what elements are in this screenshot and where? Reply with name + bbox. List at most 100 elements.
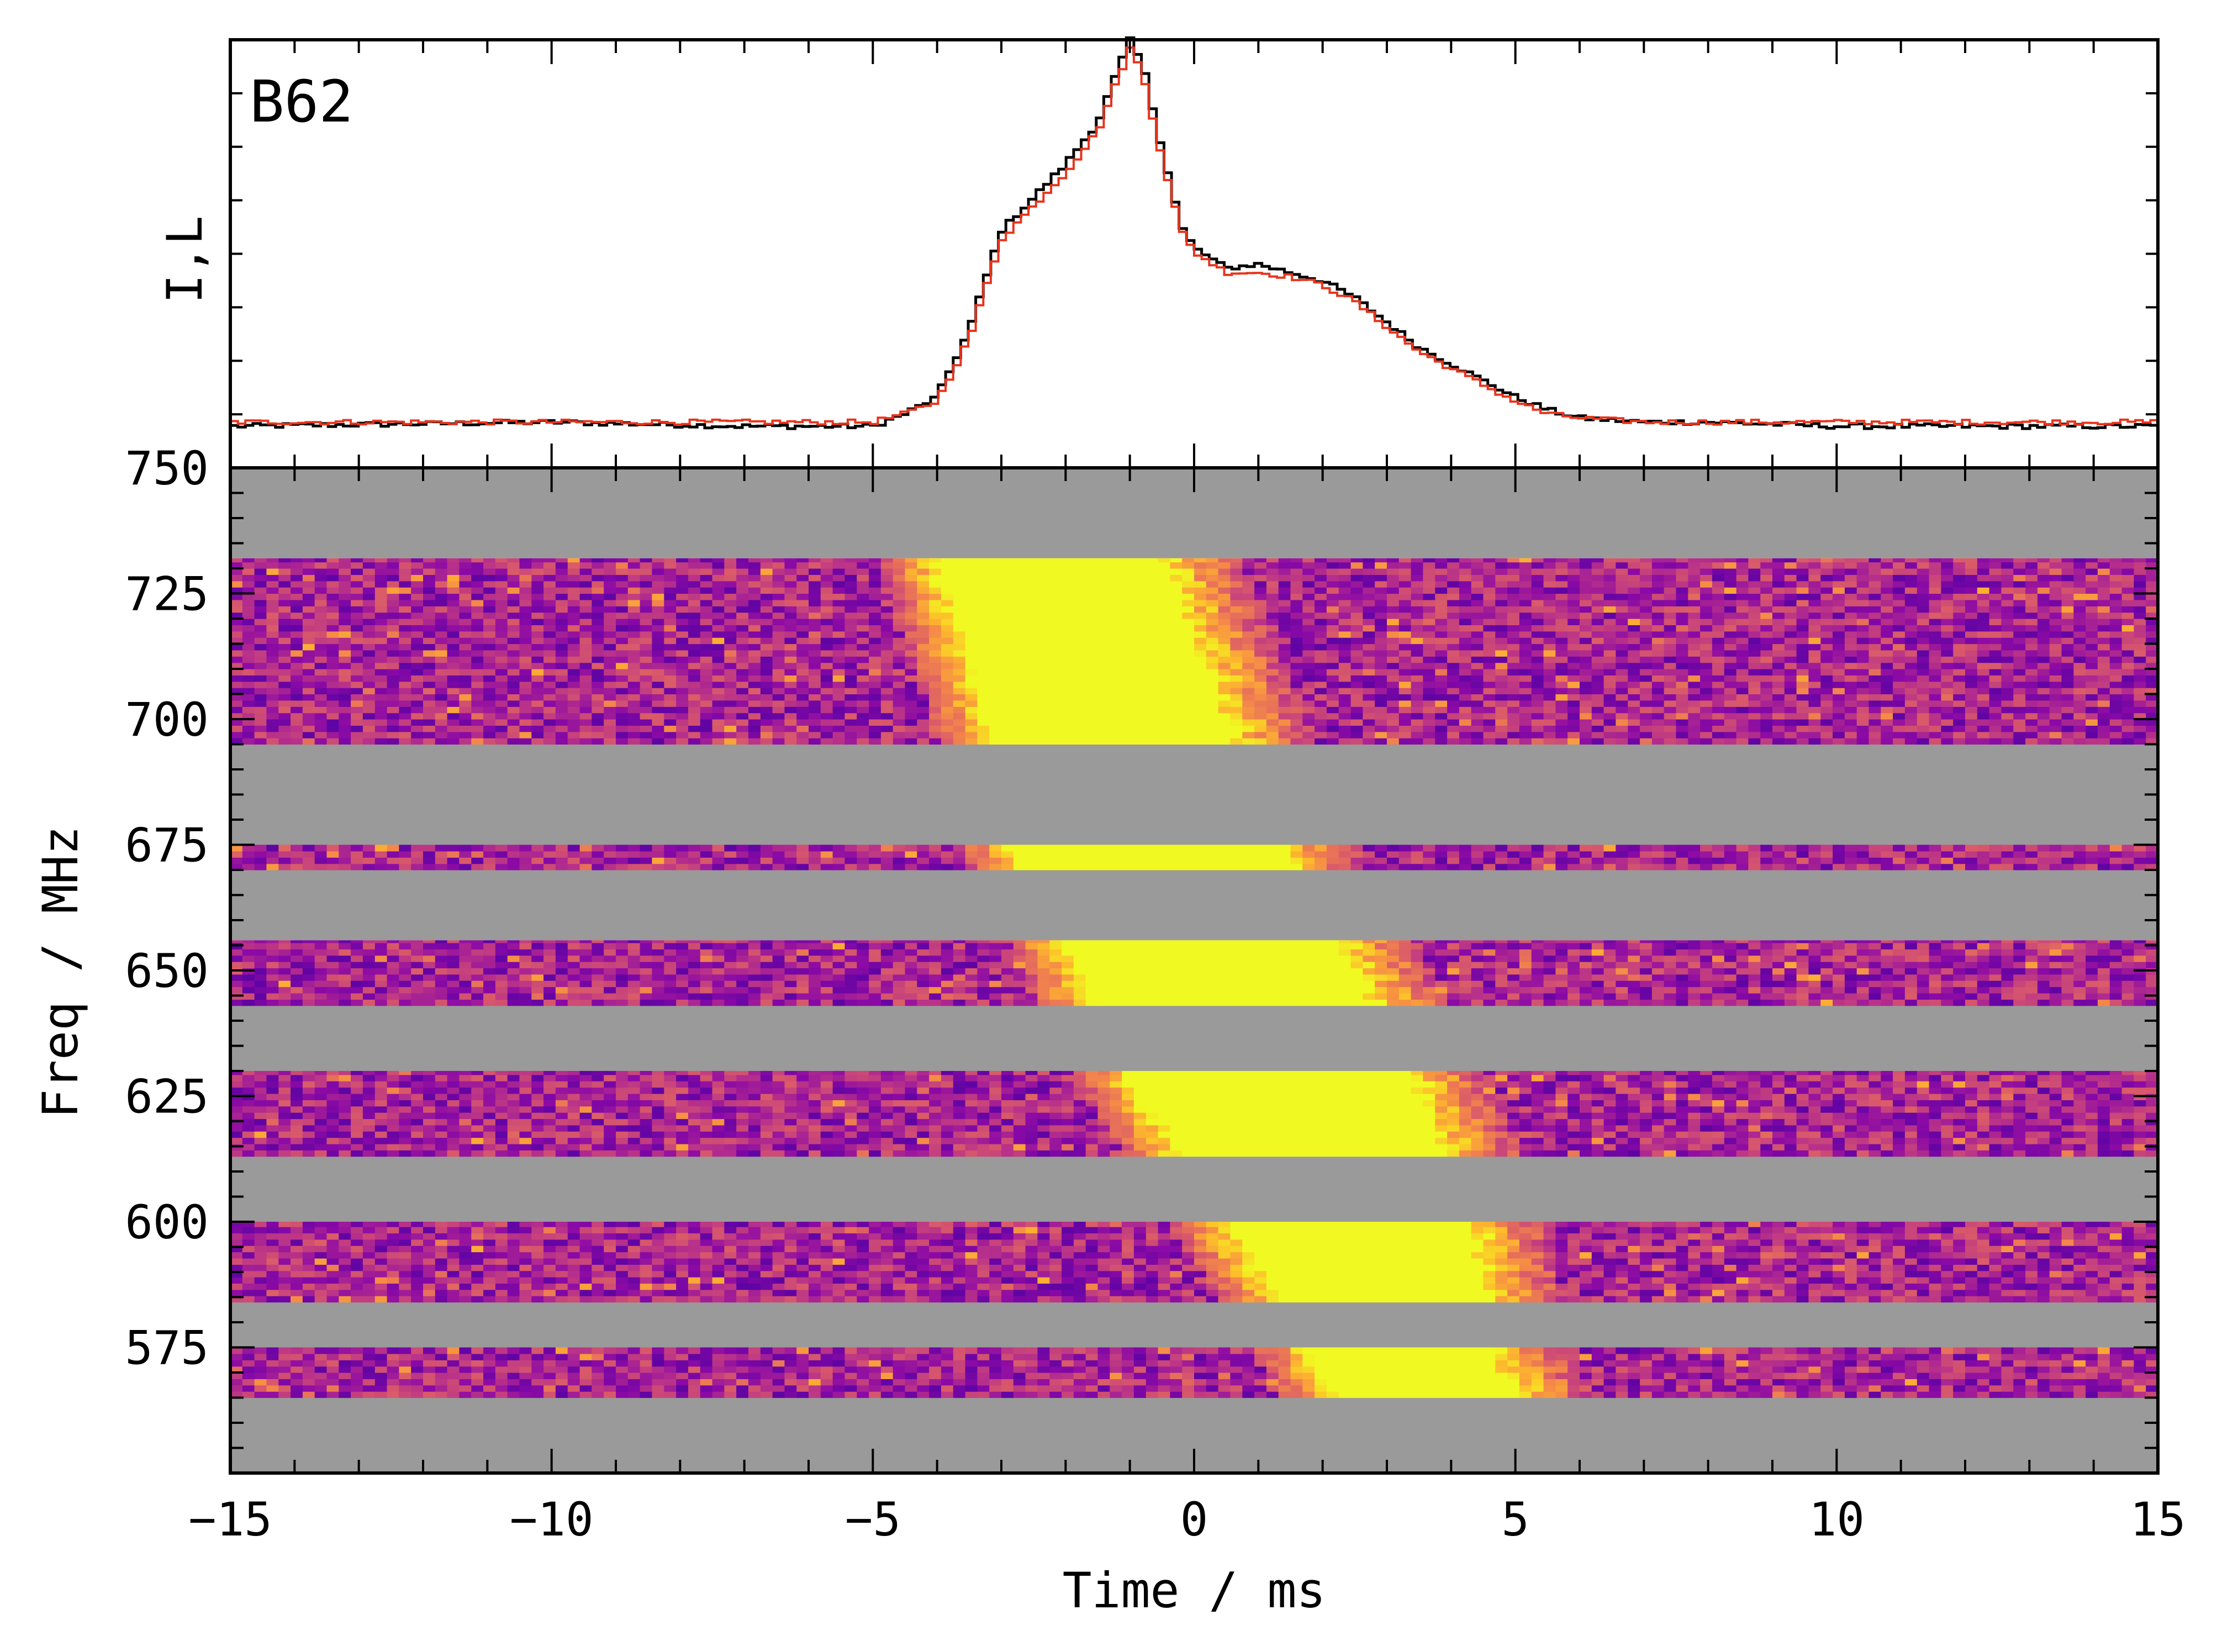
heatmap-cell xyxy=(1242,587,1255,594)
heatmap-cell xyxy=(254,574,267,582)
heatmap-cell xyxy=(1363,681,1375,688)
heatmap-cell xyxy=(2109,706,2123,714)
heatmap-cell xyxy=(1543,587,1556,594)
heatmap-cell xyxy=(1387,599,1400,606)
heatmap-cell xyxy=(1591,580,1604,588)
heatmap-cell xyxy=(1881,625,1893,632)
heatmap-cell xyxy=(2001,700,2014,707)
heatmap-cell xyxy=(1760,593,1773,600)
heatmap-cell xyxy=(1387,619,1400,625)
heatmap-cell xyxy=(1459,650,1472,657)
heatmap-cell xyxy=(1097,731,1110,738)
heatmap-cell xyxy=(1941,643,1954,651)
heatmap-cell xyxy=(1591,675,1604,682)
heatmap-cell xyxy=(1904,656,1918,663)
heatmap-cell xyxy=(1881,712,1893,720)
heatmap-cell xyxy=(411,681,424,688)
heatmap-cell xyxy=(1097,675,1110,682)
heatmap-cell xyxy=(1495,599,1508,606)
heatmap-cell xyxy=(435,675,448,682)
heatmap-cell xyxy=(965,700,978,707)
heatmap-cell xyxy=(1146,574,1159,582)
heatmap-cell xyxy=(531,863,544,870)
heatmap-cell xyxy=(2086,606,2098,613)
heatmap-cell xyxy=(1146,631,1159,638)
heatmap-cell xyxy=(351,738,363,745)
heatmap-cell xyxy=(1218,562,1231,569)
heatmap-cell xyxy=(1254,725,1267,732)
heatmap-cell xyxy=(1459,706,1472,714)
heatmap-cell xyxy=(1326,694,1339,701)
heatmap-cell xyxy=(1110,593,1122,600)
heatmap-cell xyxy=(266,694,279,701)
heatmap-cell xyxy=(772,656,785,663)
heatmap-cell xyxy=(1531,662,1544,669)
heatmap-cell xyxy=(1567,719,1580,726)
heatmap-cell xyxy=(1977,568,1990,575)
heatmap-cell xyxy=(2025,662,2038,669)
heatmap-cell xyxy=(2049,599,2062,606)
heatmap-cell xyxy=(688,631,701,638)
heatmap-cell xyxy=(989,606,1002,613)
heatmap-cell xyxy=(1941,675,1954,682)
heatmap-cell xyxy=(965,725,978,732)
heatmap-cell xyxy=(1651,706,1665,714)
heatmap-cell xyxy=(1833,643,1845,651)
heatmap-cell xyxy=(1591,731,1604,738)
heatmap-cell xyxy=(1387,719,1400,726)
heatmap-cell xyxy=(640,656,653,663)
heatmap-cell xyxy=(266,675,279,682)
heatmap-cell xyxy=(1531,725,1544,732)
heatmap-cell xyxy=(411,558,424,563)
heatmap-cell xyxy=(941,731,954,738)
heatmap-cell xyxy=(1676,706,1688,714)
heatmap-cell xyxy=(989,662,1002,669)
heatmap-cell xyxy=(278,712,291,720)
heatmap-cell xyxy=(652,688,664,695)
heatmap-cell xyxy=(809,725,821,732)
heatmap-cell xyxy=(688,625,701,632)
heatmap-cell xyxy=(784,675,797,682)
heatmap-cell xyxy=(652,568,664,575)
heatmap-cell xyxy=(1085,593,1099,600)
heatmap-cell xyxy=(1122,712,1134,720)
heatmap-cell xyxy=(977,706,990,714)
heatmap-cell xyxy=(519,643,532,651)
heatmap-cell xyxy=(1555,574,1568,582)
heatmap-cell xyxy=(1266,681,1279,688)
heatmap-cell xyxy=(1363,625,1375,632)
heatmap-cell xyxy=(2109,675,2123,682)
heatmap-cell xyxy=(423,725,436,732)
heatmap-cell xyxy=(1266,580,1279,588)
heatmap-cell xyxy=(1688,643,1701,651)
heatmap-cell xyxy=(519,719,532,726)
heatmap-cell xyxy=(1965,612,1978,619)
heatmap-cell xyxy=(495,731,508,738)
heatmap-cell xyxy=(1881,619,1893,625)
heatmap-cell xyxy=(1230,562,1243,569)
heatmap-cell xyxy=(1616,612,1628,619)
heatmap-cell xyxy=(640,712,653,720)
heatmap-cell xyxy=(760,637,773,645)
heatmap-cell xyxy=(459,558,472,563)
heatmap-cell xyxy=(291,599,303,606)
heatmap-cell xyxy=(1519,706,1532,714)
heatmap-cell xyxy=(374,675,388,682)
heatmap-cell xyxy=(339,694,351,701)
heatmap-cell xyxy=(230,558,243,563)
heatmap-cell xyxy=(1917,612,1930,619)
heatmap-cell xyxy=(326,599,339,606)
heatmap-cell xyxy=(2001,637,2014,645)
heatmap-cell xyxy=(1302,738,1315,745)
heatmap-cell xyxy=(1941,706,1954,714)
heatmap-cell xyxy=(1423,625,1435,632)
heatmap-cell xyxy=(1844,738,1857,745)
heatmap-cell xyxy=(1881,593,1893,600)
heatmap-cell xyxy=(1856,669,1870,675)
heatmap-cell xyxy=(1844,637,1857,645)
heatmap-cell xyxy=(1784,738,1797,745)
heatmap-cell xyxy=(1411,637,1424,645)
heatmap-cell xyxy=(1218,731,1231,738)
heatmap-cell xyxy=(339,558,351,563)
heatmap-cell xyxy=(1555,719,1568,726)
